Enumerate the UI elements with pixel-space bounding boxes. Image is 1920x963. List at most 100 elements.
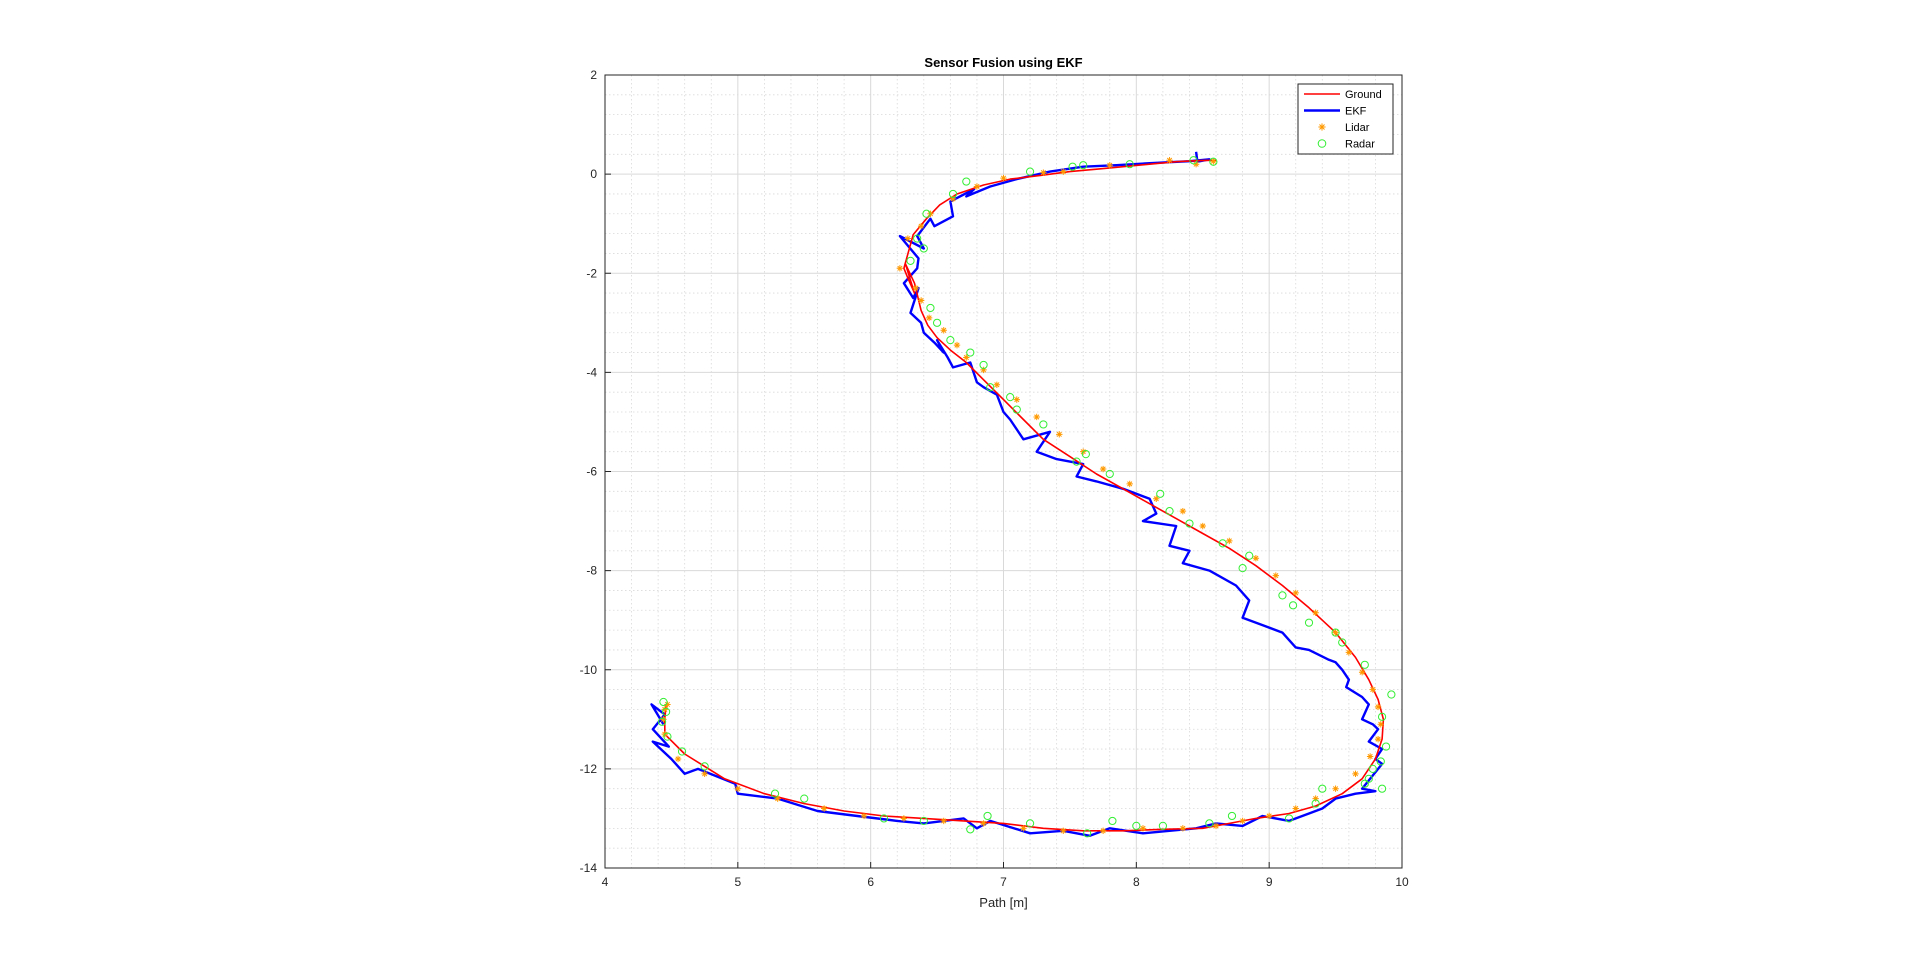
lidar-point — [896, 265, 904, 272]
radar-point — [1185, 519, 1194, 528]
x-tick-label: 7 — [1000, 875, 1007, 889]
radar-point — [919, 244, 928, 253]
radar-point — [1288, 601, 1298, 610]
lidar-point — [1056, 431, 1063, 438]
lidar-point — [1000, 174, 1007, 182]
series-lidar — [660, 157, 1384, 835]
lidar-point — [734, 785, 742, 792]
radar-point — [1387, 690, 1396, 699]
radar-point — [1381, 742, 1391, 751]
x-tick-label: 8 — [1133, 875, 1140, 889]
lidar-point — [925, 314, 933, 322]
legend-entry-radar: Radar — [1317, 139, 1375, 151]
x-tick-label: 6 — [867, 875, 874, 889]
legend: Ground EKF Lidar Radar — [1297, 83, 1394, 155]
radar-point — [663, 732, 672, 741]
lidar-point — [1239, 817, 1246, 825]
lidar-point — [1226, 537, 1233, 545]
x-axis-label: Path [m] — [979, 895, 1027, 910]
lidar-point — [940, 817, 947, 825]
lidar-point — [912, 284, 920, 292]
chart-title: Sensor Fusion using EKF — [924, 55, 1082, 70]
y-axis-ticks: 2 0 -2 -4 -6 -8 -10 -12 -14 — [580, 68, 611, 875]
lidar-point — [1153, 495, 1160, 502]
radar-point — [906, 256, 915, 265]
lidar-point — [664, 701, 671, 708]
radar-point — [948, 189, 958, 199]
radar-point — [659, 697, 668, 707]
radar-point — [1025, 819, 1035, 828]
lidar-point — [774, 795, 781, 802]
lidar-point — [953, 341, 961, 349]
legend-entry-ground: Ground — [1304, 89, 1382, 101]
radar-point — [770, 789, 780, 798]
x-tick-label: 5 — [734, 875, 741, 889]
radar-point — [1238, 564, 1247, 573]
radar-point — [1218, 539, 1227, 548]
radar-point — [700, 762, 709, 771]
radar-point — [1039, 420, 1048, 429]
lidar-point — [1166, 157, 1173, 164]
radar-point — [966, 348, 975, 357]
y-tick-label: -4 — [586, 365, 597, 379]
radar-point — [879, 814, 889, 823]
legend-label: Ground — [1345, 89, 1382, 101]
lidar-point — [1332, 629, 1339, 636]
radar-point — [1331, 628, 1340, 637]
lidar-point — [1312, 609, 1319, 616]
lidar-point — [1345, 649, 1353, 656]
lidar-point — [1252, 555, 1260, 562]
lidar-point — [1179, 507, 1187, 515]
legend-entry-lidar: Lidar — [1318, 122, 1370, 134]
series-ekf — [650, 151, 1384, 837]
radar-point — [1284, 814, 1294, 823]
radar-point — [662, 707, 671, 716]
lidar-point — [1106, 162, 1113, 169]
lidar-point — [820, 805, 828, 812]
y-tick-label: -8 — [586, 564, 597, 578]
radar-point — [1311, 799, 1320, 808]
lidar-point — [1292, 805, 1299, 812]
y-tick-label: 0 — [590, 167, 597, 181]
legend-label: EKF — [1345, 106, 1367, 118]
radar-point — [1108, 816, 1117, 826]
lidar-point — [949, 195, 957, 203]
y-tick-label: -14 — [580, 861, 598, 875]
lidar-point — [1060, 168, 1067, 175]
lidar-point — [674, 755, 682, 763]
radar-point — [1377, 712, 1387, 721]
lidar-point — [1374, 735, 1382, 743]
lidar-point — [661, 706, 668, 713]
radar-point — [1227, 811, 1237, 821]
lidar-point — [940, 327, 947, 334]
radar-point — [800, 794, 809, 803]
radar-point — [932, 318, 942, 327]
lidar-point — [660, 716, 667, 723]
radar-point — [1368, 764, 1377, 773]
radar-point — [1360, 660, 1369, 669]
lidar-point — [701, 770, 708, 778]
radar-point — [1209, 157, 1218, 166]
radar-point — [1072, 457, 1081, 466]
series-layer — [650, 151, 1396, 838]
lidar-point — [1332, 785, 1339, 792]
radar-point — [1012, 405, 1021, 414]
lidar-point — [1272, 572, 1280, 579]
x-tick-label: 4 — [602, 875, 609, 889]
radar-point — [1081, 450, 1090, 459]
radar-point — [658, 717, 667, 726]
lidar-point — [917, 222, 925, 230]
radar-point — [1338, 638, 1347, 647]
legend-label: Lidar — [1345, 122, 1370, 134]
lidar-point — [1212, 822, 1220, 830]
lidar-point — [1312, 795, 1319, 802]
series-radar — [658, 156, 1396, 838]
x-tick-label: 9 — [1266, 875, 1273, 889]
lidar-point — [1040, 169, 1047, 176]
lidar-point — [860, 812, 868, 820]
y-tick-label: -2 — [586, 266, 597, 280]
y-tick-label: 2 — [590, 68, 597, 82]
radar-point — [913, 234, 922, 243]
lidar-point — [993, 381, 1001, 388]
x-axis-ticks: 4 5 6 7 8 9 10 — [602, 862, 1409, 889]
